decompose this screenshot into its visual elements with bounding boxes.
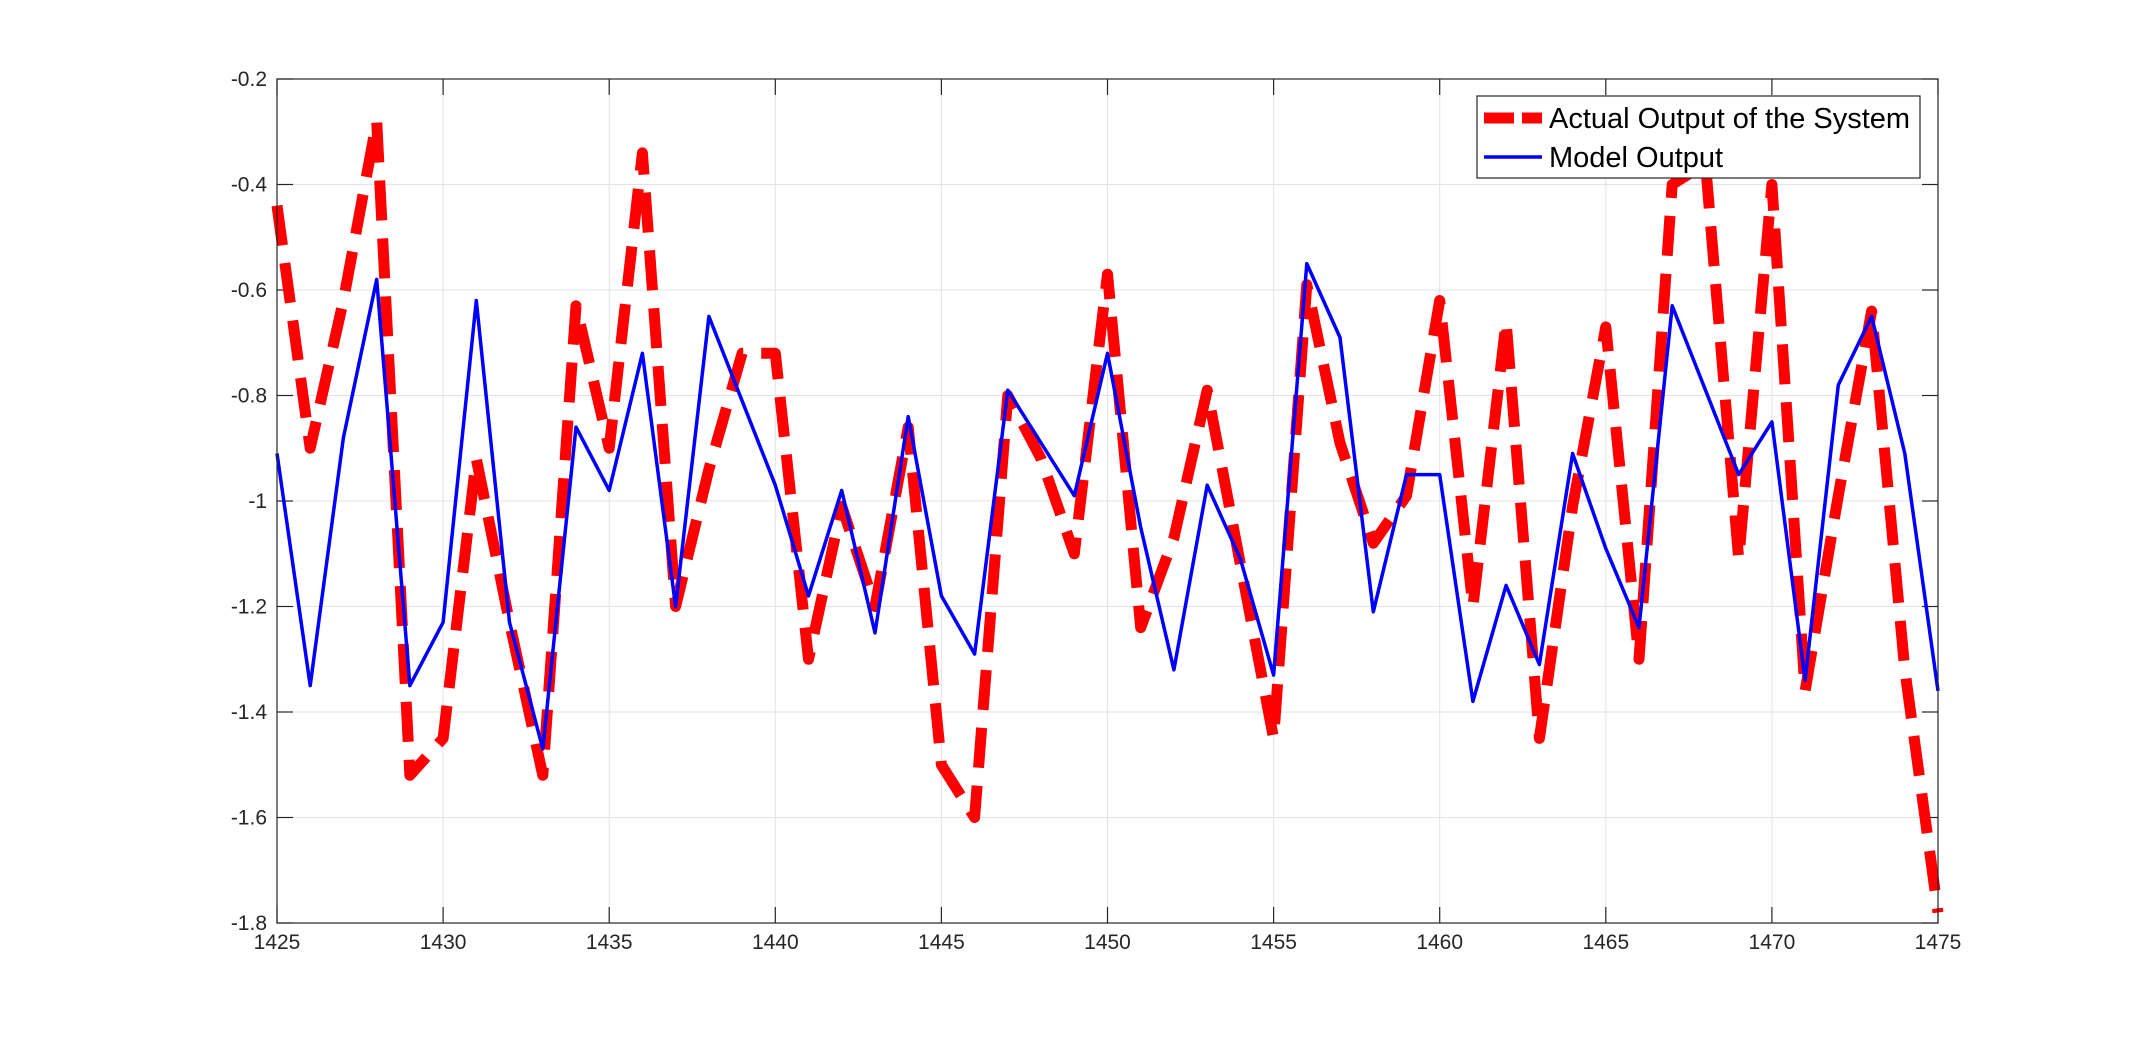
x-tick-label: 1445 bbox=[918, 931, 965, 954]
x-tick-label: 1465 bbox=[1582, 931, 1629, 954]
y-tick-label: -0.2 bbox=[231, 68, 267, 91]
x-tick-label: 1440 bbox=[752, 931, 799, 954]
plot-area-border bbox=[276, 78, 1939, 924]
legend-box bbox=[1476, 95, 1921, 179]
legend-label-model-output: Model Output bbox=[1549, 142, 1723, 174]
series-line-model-output bbox=[275, 261, 1940, 751]
series-layer bbox=[271, 115, 1944, 914]
x-tick-label: 1475 bbox=[1915, 931, 1962, 954]
legend-label-actual-output: Actual Output of the System bbox=[1549, 103, 1910, 135]
series-line-actual-output bbox=[271, 115, 1944, 914]
y-axis-tick-labels: -1.8 -1.6 -1.4 -1.2 -1 -0.8 -0.6 -0.4 -0.2 bbox=[231, 68, 268, 935]
y-tick-label: -0.4 bbox=[231, 174, 268, 197]
x-tick-label: 1430 bbox=[420, 931, 467, 954]
y-tick-label: -0.8 bbox=[231, 385, 267, 408]
x-tick-label: 1450 bbox=[1084, 931, 1131, 954]
x-tick-label: 1470 bbox=[1749, 931, 1796, 954]
y-tick-label: -1.2 bbox=[231, 596, 267, 619]
x-axis-tick-labels: 1425 1430 1435 1440 1445 1450 1455 1460 1465 1470… bbox=[254, 931, 1962, 954]
y-tick-label: -0.6 bbox=[231, 279, 267, 302]
y-tick-label: -1.4 bbox=[231, 701, 268, 724]
y-tick-label: -1.6 bbox=[231, 807, 267, 830]
x-tick-label: 1425 bbox=[254, 931, 301, 954]
legend: Actual Output of the System Model Output bbox=[1476, 95, 1921, 179]
y-tick-label: -1.8 bbox=[231, 912, 267, 935]
x-tick-label: 1435 bbox=[586, 931, 633, 954]
x-tick-label: 1460 bbox=[1416, 931, 1463, 954]
x-tick-label: 1455 bbox=[1250, 931, 1297, 954]
y-tick-label: -1 bbox=[248, 490, 267, 513]
